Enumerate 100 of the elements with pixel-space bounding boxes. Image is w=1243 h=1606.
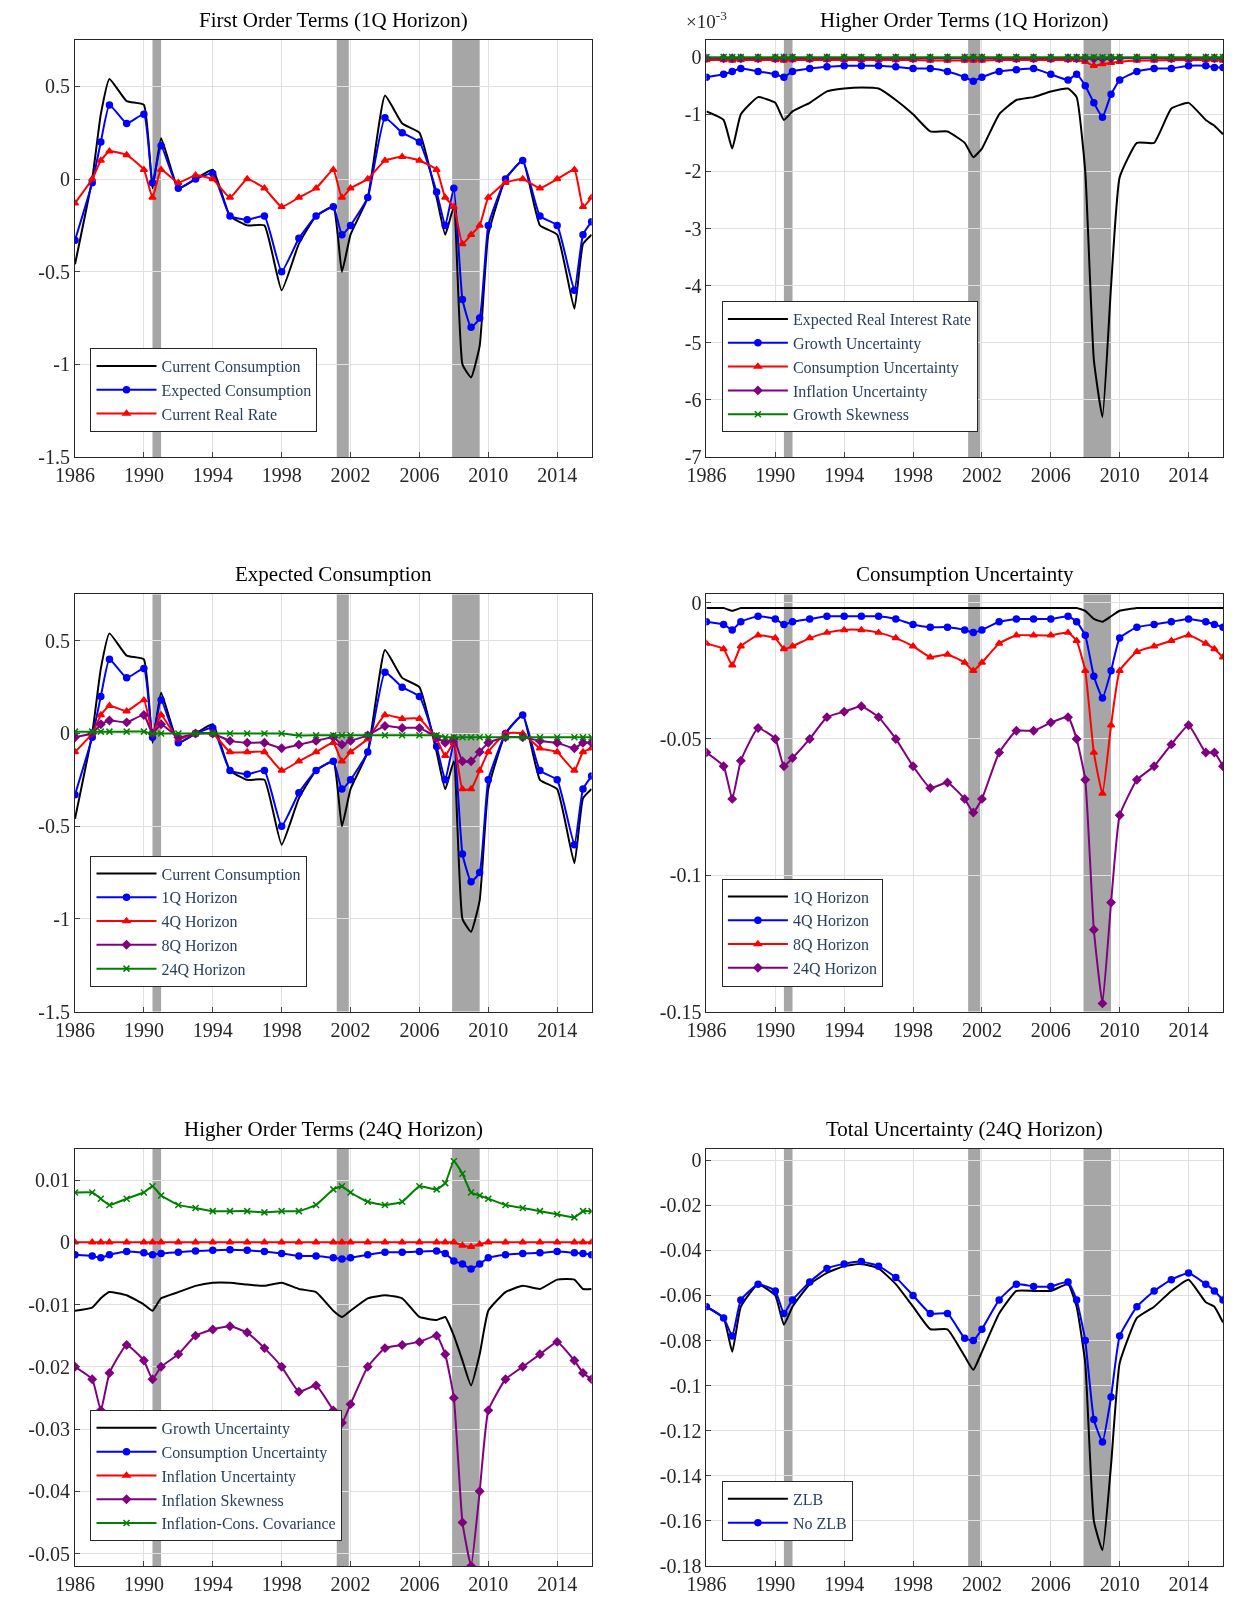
legend-label: 8Q Horizon: [792, 936, 869, 954]
legend-label: 4Q Horizon: [161, 913, 238, 931]
legend-label: 24Q Horizon: [792, 960, 877, 978]
x-tick-label: 2014: [537, 1018, 578, 1041]
y-tick-label: -0.14: [659, 1464, 702, 1487]
y-tick-label: 0.01: [35, 1169, 70, 1192]
chart-title: Consumption Uncertainty: [856, 562, 1075, 586]
legend-label: 1Q Horizon: [161, 889, 238, 907]
x-tick-label: 1986: [55, 1573, 95, 1595]
x-tick-label: 1998: [261, 464, 302, 487]
x-tick-label: 1994: [824, 464, 865, 487]
y-tick-label: 0.5: [45, 629, 70, 652]
x-tick-label: 2010: [1099, 1018, 1140, 1041]
y-tick-label: 0: [691, 46, 702, 69]
text: ×10$^{-3}$: [686, 8, 728, 32]
x-tick-label: 1998: [893, 1018, 934, 1041]
x-tick-label: 2010: [1099, 1573, 1140, 1595]
legend-label: Current Consumption: [161, 865, 301, 884]
y-tick-label: -1: [684, 103, 702, 126]
x-tick-label: 2010: [468, 1018, 509, 1041]
y-tick-label: 0: [60, 168, 70, 191]
y-tick-label: -0.16: [659, 1509, 702, 1532]
y-tick-label: -0.1: [669, 864, 702, 887]
x-tick-label: 2002: [961, 464, 1002, 487]
x-tick-label: 2006: [1030, 1573, 1071, 1595]
y-tick-label: -0.02: [659, 1194, 702, 1217]
y-tick-label: -0.04: [28, 1480, 70, 1503]
x-tick-label: 1990: [755, 1018, 796, 1041]
legend-label: 4Q Horizon: [792, 912, 869, 930]
y-tick-label: -0.5: [38, 260, 70, 283]
legend-label: Growth Skewness: [792, 406, 909, 424]
x-tick-label: 2014: [537, 1573, 578, 1595]
x-tick-label: 2014: [1168, 1573, 1209, 1595]
legend-label: Expected Consumption: [161, 382, 312, 401]
x-tick-label: 2006: [399, 1573, 440, 1595]
x-tick-label: 1994: [824, 1573, 865, 1595]
y-tick-label: -1: [53, 907, 70, 930]
x-tick-label: 2014: [537, 464, 578, 487]
legend-label: Expected Real Interest Rate: [792, 311, 972, 330]
y-tick-label: 0: [60, 722, 70, 745]
x-tick-label: 2014: [1168, 1018, 1209, 1041]
x-tick-label: 2006: [399, 464, 440, 487]
x-tick-label: 1994: [192, 1573, 233, 1595]
legend-label: Current Real Rate: [161, 405, 278, 423]
x-tick-label: 1990: [123, 1573, 164, 1595]
y-tick-label: -0.05: [28, 1542, 70, 1565]
x-tick-label: 1998: [261, 1018, 302, 1041]
x-tick-label: 1998: [893, 464, 934, 487]
x-tick-label: 2006: [1030, 464, 1071, 487]
y-tick-label: -1: [53, 353, 70, 376]
y-tick-label: 0.5: [45, 75, 70, 98]
y-tick-label: -3: [684, 217, 702, 240]
y-tick-label: -0.03: [28, 1418, 70, 1441]
x-tick-label: 2010: [468, 464, 509, 487]
y-tick-label: -0.12: [659, 1419, 702, 1442]
y-tick-label: 0: [60, 1231, 70, 1254]
y-tick-label: -6: [684, 388, 702, 411]
x-tick-label: 2014: [1168, 464, 1209, 487]
x-tick-label: 1990: [755, 464, 796, 487]
chart-title: First Order Terms (1Q Horizon): [199, 8, 468, 32]
legend-label: 1Q Horizon: [792, 888, 869, 906]
legend-label: Current Consumption: [161, 358, 301, 377]
legend-label: 8Q Horizon: [161, 937, 238, 955]
chart-title: Total Uncertainty (24Q Horizon): [826, 1117, 1103, 1141]
x-tick-label: 1990: [123, 1018, 164, 1041]
y-tick-label: -0.08: [659, 1329, 702, 1352]
legend-label: Consumption Uncertainty: [792, 358, 959, 377]
x-tick-label: 2010: [468, 1573, 509, 1595]
y-tick-label: -0.04: [659, 1239, 702, 1262]
y-tick-label: -2: [684, 160, 702, 183]
x-tick-label: 1998: [261, 1573, 302, 1595]
y-tick-label: -0.1: [669, 1374, 702, 1397]
y-tick-label: -0.05: [659, 727, 702, 750]
x-tick-label: 1994: [824, 1018, 865, 1041]
legend-label: 24Q Horizon: [161, 960, 246, 978]
chart-title: Expected Consumption: [235, 562, 433, 586]
legend-label: Inflation Skewness: [161, 1491, 284, 1509]
y-tick-label: -0.01: [28, 1293, 70, 1316]
chart-title: Higher Order Terms (24Q Horizon): [184, 1117, 484, 1141]
legend-label: Growth Uncertainty: [792, 335, 922, 354]
legend-label: Inflation-Cons. Covariance: [161, 1515, 336, 1533]
y-tick-label: -0.02: [28, 1355, 70, 1378]
y-tick-label: -0.06: [659, 1284, 702, 1307]
chart-title: Higher Order Terms (1Q Horizon): [820, 8, 1109, 32]
x-tick-label: 1994: [192, 464, 233, 487]
y-tick-label: -0.5: [38, 815, 70, 838]
x-tick-label: 2010: [1099, 464, 1140, 487]
x-tick-label: 2002: [961, 1573, 1002, 1595]
y-tick-label: -4: [684, 274, 702, 297]
x-tick-label: 2006: [399, 1018, 440, 1041]
x-tick-label: 2006: [1030, 1018, 1071, 1041]
legend-label: No ZLB: [792, 1514, 847, 1532]
y-tick-label: 0: [691, 1149, 702, 1172]
y-tick-label: 0: [691, 591, 702, 614]
legend-label: ZLB: [792, 1491, 824, 1509]
x-tick-label: 2002: [961, 1018, 1002, 1041]
x-tick-label: 1994: [192, 1018, 233, 1041]
x-tick-label: 1998: [893, 1573, 934, 1595]
legend-label: Growth Uncertainty: [161, 1420, 290, 1439]
legend-label: Inflation Uncertainty: [161, 1467, 297, 1486]
